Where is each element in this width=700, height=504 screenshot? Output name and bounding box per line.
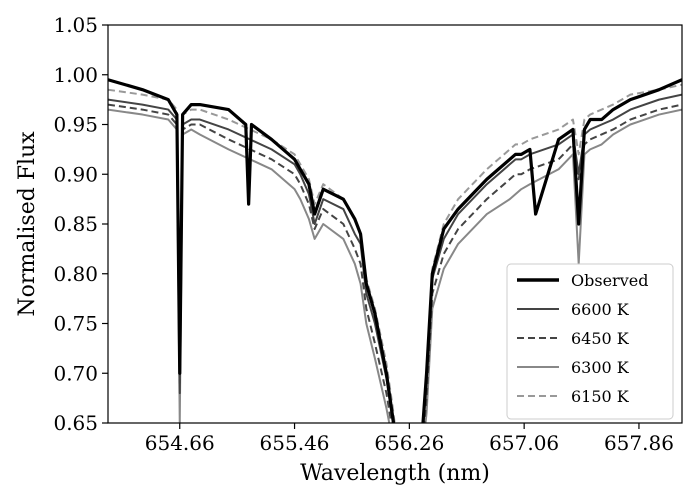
y-tick-label: 0.75 xyxy=(53,312,98,336)
y-tick-label: 0.90 xyxy=(53,162,98,186)
y-axis-label: Normalised Flux xyxy=(15,131,40,317)
x-tick-label: 656.26 xyxy=(374,431,444,455)
legend-label-6300-k: 6300 K xyxy=(571,358,630,377)
series-line-6450-k xyxy=(108,103,682,423)
y-tick-label: 0.70 xyxy=(53,361,98,385)
y-tick-label: 0.95 xyxy=(53,113,98,137)
legend-box xyxy=(506,263,674,420)
x-axis-ticks: 654.66 655.46 656.26 657.06 657.86 xyxy=(145,423,674,455)
y-tick-label: 0.65 xyxy=(53,411,98,435)
x-tick-label: 657.06 xyxy=(489,431,559,455)
y-tick-label: 0.80 xyxy=(53,262,98,286)
legend-label-6150-k: 6150 K xyxy=(571,387,630,406)
y-axis-ticks: 0.65 0.70 0.75 0.80 0.85 0.90 0.95 1.00 1.05 xyxy=(53,13,108,435)
series-line-observed xyxy=(108,78,682,423)
y-tick-label: 0.85 xyxy=(53,212,98,236)
y-tick-label: 1.05 xyxy=(53,13,98,37)
legend: Observed 6600 K 6450 K 6300 K 6150 K xyxy=(506,263,674,420)
y-tick-label: 1.00 xyxy=(53,63,98,87)
legend-label-observed: Observed xyxy=(571,271,648,290)
x-tick-label: 655.46 xyxy=(260,431,330,455)
x-tick-label: 657.86 xyxy=(604,431,674,455)
x-axis-label: Wavelength (nm) xyxy=(300,461,490,486)
series-line-6150-k xyxy=(108,83,682,423)
legend-label-6450-k: 6450 K xyxy=(571,329,630,348)
x-tick-label: 654.66 xyxy=(145,431,215,455)
legend-label-6600-k: 6600 K xyxy=(571,300,630,319)
